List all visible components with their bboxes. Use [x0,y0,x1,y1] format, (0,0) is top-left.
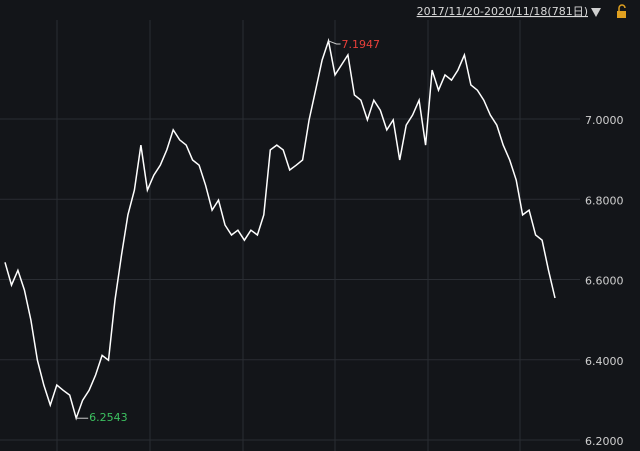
annotation-label: 7.1947 [342,38,381,51]
price-line [4,37,556,421]
dropdown-icon[interactable] [591,8,601,17]
date-range[interactable]: 2017/11/20-2020/11/18(781日) [417,5,588,18]
lock-shackle [618,4,626,11]
y-tick-label: 6.4000 [585,355,624,368]
y-tick-label: 7.0000 [585,114,624,127]
annotation-label: 6.2543 [89,411,128,424]
lock-icon[interactable] [617,4,626,18]
annotation-leader [328,40,341,45]
y-tick-label: 6.2000 [585,435,624,448]
lock-body [617,11,626,18]
y-tick-label: 6.8000 [585,194,624,207]
y-tick-label: 6.6000 [585,275,624,288]
